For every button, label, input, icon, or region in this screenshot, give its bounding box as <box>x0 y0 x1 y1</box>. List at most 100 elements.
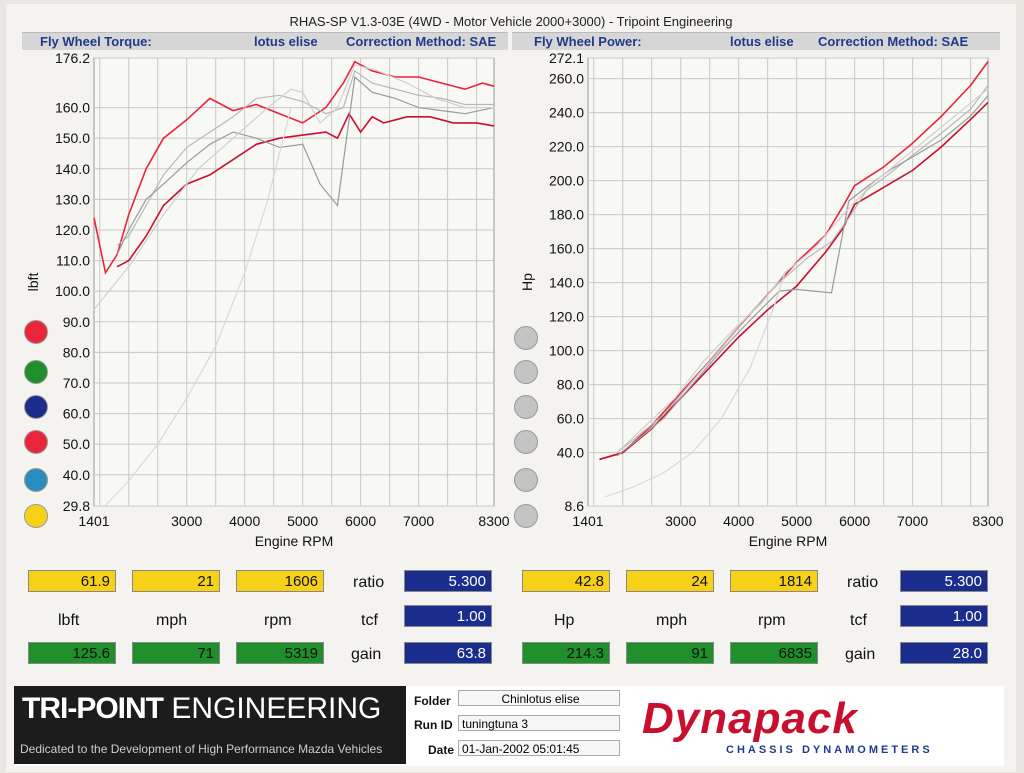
power-correction: Correction Method: SAE <box>818 34 969 49</box>
power-x-tick-label: 5000 <box>781 513 812 529</box>
power-x-tick-label: 3000 <box>665 513 696 529</box>
power-y-axis-label: Hp <box>519 273 535 291</box>
readout-speed-high: 71 <box>132 642 220 664</box>
torque-series-line-0 <box>93 60 495 275</box>
logo-bold: TRI-POINT <box>22 692 164 725</box>
readout-torque-low: 61.9 <box>28 570 116 592</box>
legend-dot-green[interactable] <box>24 360 48 384</box>
readout-speed-low: 24 <box>626 570 714 592</box>
power-y-tick-label: 200.0 <box>549 173 584 189</box>
power-series-line-4 <box>616 88 989 454</box>
power-y-tick-label: 60.0 <box>557 411 584 427</box>
torque-x-tick-label: 3000 <box>171 513 202 529</box>
dyno-sheet: RHAS-SP V1.3-03E (4WD - Motor Vehicle 20… <box>6 4 1016 772</box>
power-series-line-1 <box>599 101 989 461</box>
torque-x-tick-label: 5000 <box>287 513 318 529</box>
report-title: RHAS-SP V1.3-03E (4WD - Motor Vehicle 20… <box>289 14 733 29</box>
torque-chart-name: Fly Wheel Torque: <box>40 34 152 49</box>
torque-y-tick-label: 130.0 <box>55 191 90 207</box>
torque-y-tick-label: 120.0 <box>55 222 90 238</box>
power-x-tick-label: 8300 <box>972 513 1003 529</box>
gain-label: gain <box>351 646 382 663</box>
power-header: Fly Wheel Power: lotus elise Correction … <box>512 32 1000 50</box>
power-x-tick-label: 4000 <box>723 513 754 529</box>
ratio-label: ratio <box>847 574 879 591</box>
ratio-label: ratio <box>353 574 385 591</box>
torque-x-tick-label: 6000 <box>345 513 376 529</box>
readout-speed-high: 91 <box>626 642 714 664</box>
power-y-tick-label: 260.0 <box>549 71 584 87</box>
folder-field: Chinlotus elise <box>458 690 620 706</box>
torque-x-tick-label: 4000 <box>229 513 260 529</box>
power-x-tick-label: 6000 <box>839 513 870 529</box>
readout-rpm-high: 6835 <box>730 642 818 664</box>
unit-label: Hp <box>554 612 575 629</box>
runid-label: Run ID <box>414 718 453 732</box>
torque-y-tick-label: 50.0 <box>63 436 90 452</box>
power-y-tick-label: 240.0 <box>549 105 584 121</box>
torque-series-line-3 <box>116 75 495 255</box>
readout-torque-high: 125.6 <box>28 642 116 664</box>
gain-value: 28.0 <box>900 642 988 664</box>
legend-dot-grey[interactable] <box>514 395 538 419</box>
power-y-tick-label: 220.0 <box>549 139 584 155</box>
logo-wordmark: TRI-POINT ENGINEERING <box>22 692 381 726</box>
readout-rpm-low: 1814 <box>730 570 818 592</box>
torque-x-tick-label: 7000 <box>403 513 434 529</box>
legend-dot-grey[interactable] <box>514 468 538 492</box>
tcf-label: tcf <box>361 612 378 629</box>
torque-x-tick-label: 1401 <box>78 513 109 529</box>
torque-y-tick-label: 100.0 <box>55 283 90 299</box>
legend-dot-navy[interactable] <box>24 395 48 419</box>
torque-y-tick-label: 90.0 <box>63 314 90 330</box>
power-vehicle: lotus elise <box>730 34 794 49</box>
power-y-tick-label: 272.1 <box>549 50 584 66</box>
power-y-tick-label: 140.0 <box>549 275 584 291</box>
readout-speed-low: 21 <box>132 570 220 592</box>
unit-label: rpm <box>758 612 786 629</box>
torque-y-tick-label: 80.0 <box>63 344 90 360</box>
legend-dot-grey[interactable] <box>514 430 538 454</box>
torque-y-axis-label: lbft <box>25 273 41 292</box>
logo-tagline: Dedicated to the Development of High Per… <box>20 742 383 756</box>
tcf-value: 1.00 <box>404 605 492 627</box>
power-y-tick-label: 160.0 <box>549 241 584 257</box>
date-field: 01-Jan-2002 05:01:45 <box>458 740 620 756</box>
legend-dot-grey[interactable] <box>514 504 538 528</box>
unit-label: mph <box>656 612 688 629</box>
legend-dot-grey[interactable] <box>514 326 538 350</box>
readout-power-high: 214.3 <box>522 642 610 664</box>
logo-light: ENGINEERING <box>163 692 382 725</box>
power-readout-panel: 42.8 24 1814 ratio 5.300 Hp mph rpm tcf … <box>510 560 1004 670</box>
power-series-line-2 <box>616 85 989 454</box>
torque-y-tick-label: 176.2 <box>55 50 90 66</box>
torque-correction: Correction Method: SAE <box>346 34 497 49</box>
torque-vehicle: lotus elise <box>254 34 318 49</box>
gain-value: 63.8 <box>404 642 492 664</box>
torque-y-tick-label: 29.8 <box>63 498 90 514</box>
legend-dot-red[interactable] <box>24 320 48 344</box>
torque-chart: 176.2 160.0 150.0 140.0 130.0 120.0 110.0 100.0… <box>25 50 510 549</box>
report-footer: TRI-POINT ENGINEERING Dedicated to the D… <box>14 686 1004 766</box>
torque-y-tick-label: 110.0 <box>56 253 90 269</box>
power-series-line-5 <box>605 272 786 498</box>
torque-series-line-2 <box>116 69 494 246</box>
power-x-axis-label: Engine RPM <box>749 533 828 549</box>
power-plot-area <box>587 57 989 507</box>
torque-y-tick-label: 40.0 <box>63 467 90 483</box>
torque-series-line-5 <box>105 107 292 506</box>
tcf-label: tcf <box>850 612 867 629</box>
unit-label: lbft <box>58 612 80 629</box>
legend-dot-crimson[interactable] <box>24 430 48 454</box>
gain-label: gain <box>845 646 876 663</box>
legend-dot-grey[interactable] <box>514 360 538 384</box>
power-series-line-0 <box>599 61 989 461</box>
power-x-tick-label: 1401 <box>572 513 603 529</box>
legend-dot-teal[interactable] <box>24 468 48 492</box>
power-series-line-3 <box>616 95 989 457</box>
legend-dot-yellow[interactable] <box>24 504 48 528</box>
dynapack-tagline: CHASSIS DYNAMOMETERS <box>726 744 933 756</box>
torque-y-tick-label: 150.0 <box>55 130 90 146</box>
tripoint-logo: TRI-POINT ENGINEERING Dedicated to the D… <box>14 686 406 764</box>
torque-y-tick-label: 70.0 <box>63 375 90 391</box>
